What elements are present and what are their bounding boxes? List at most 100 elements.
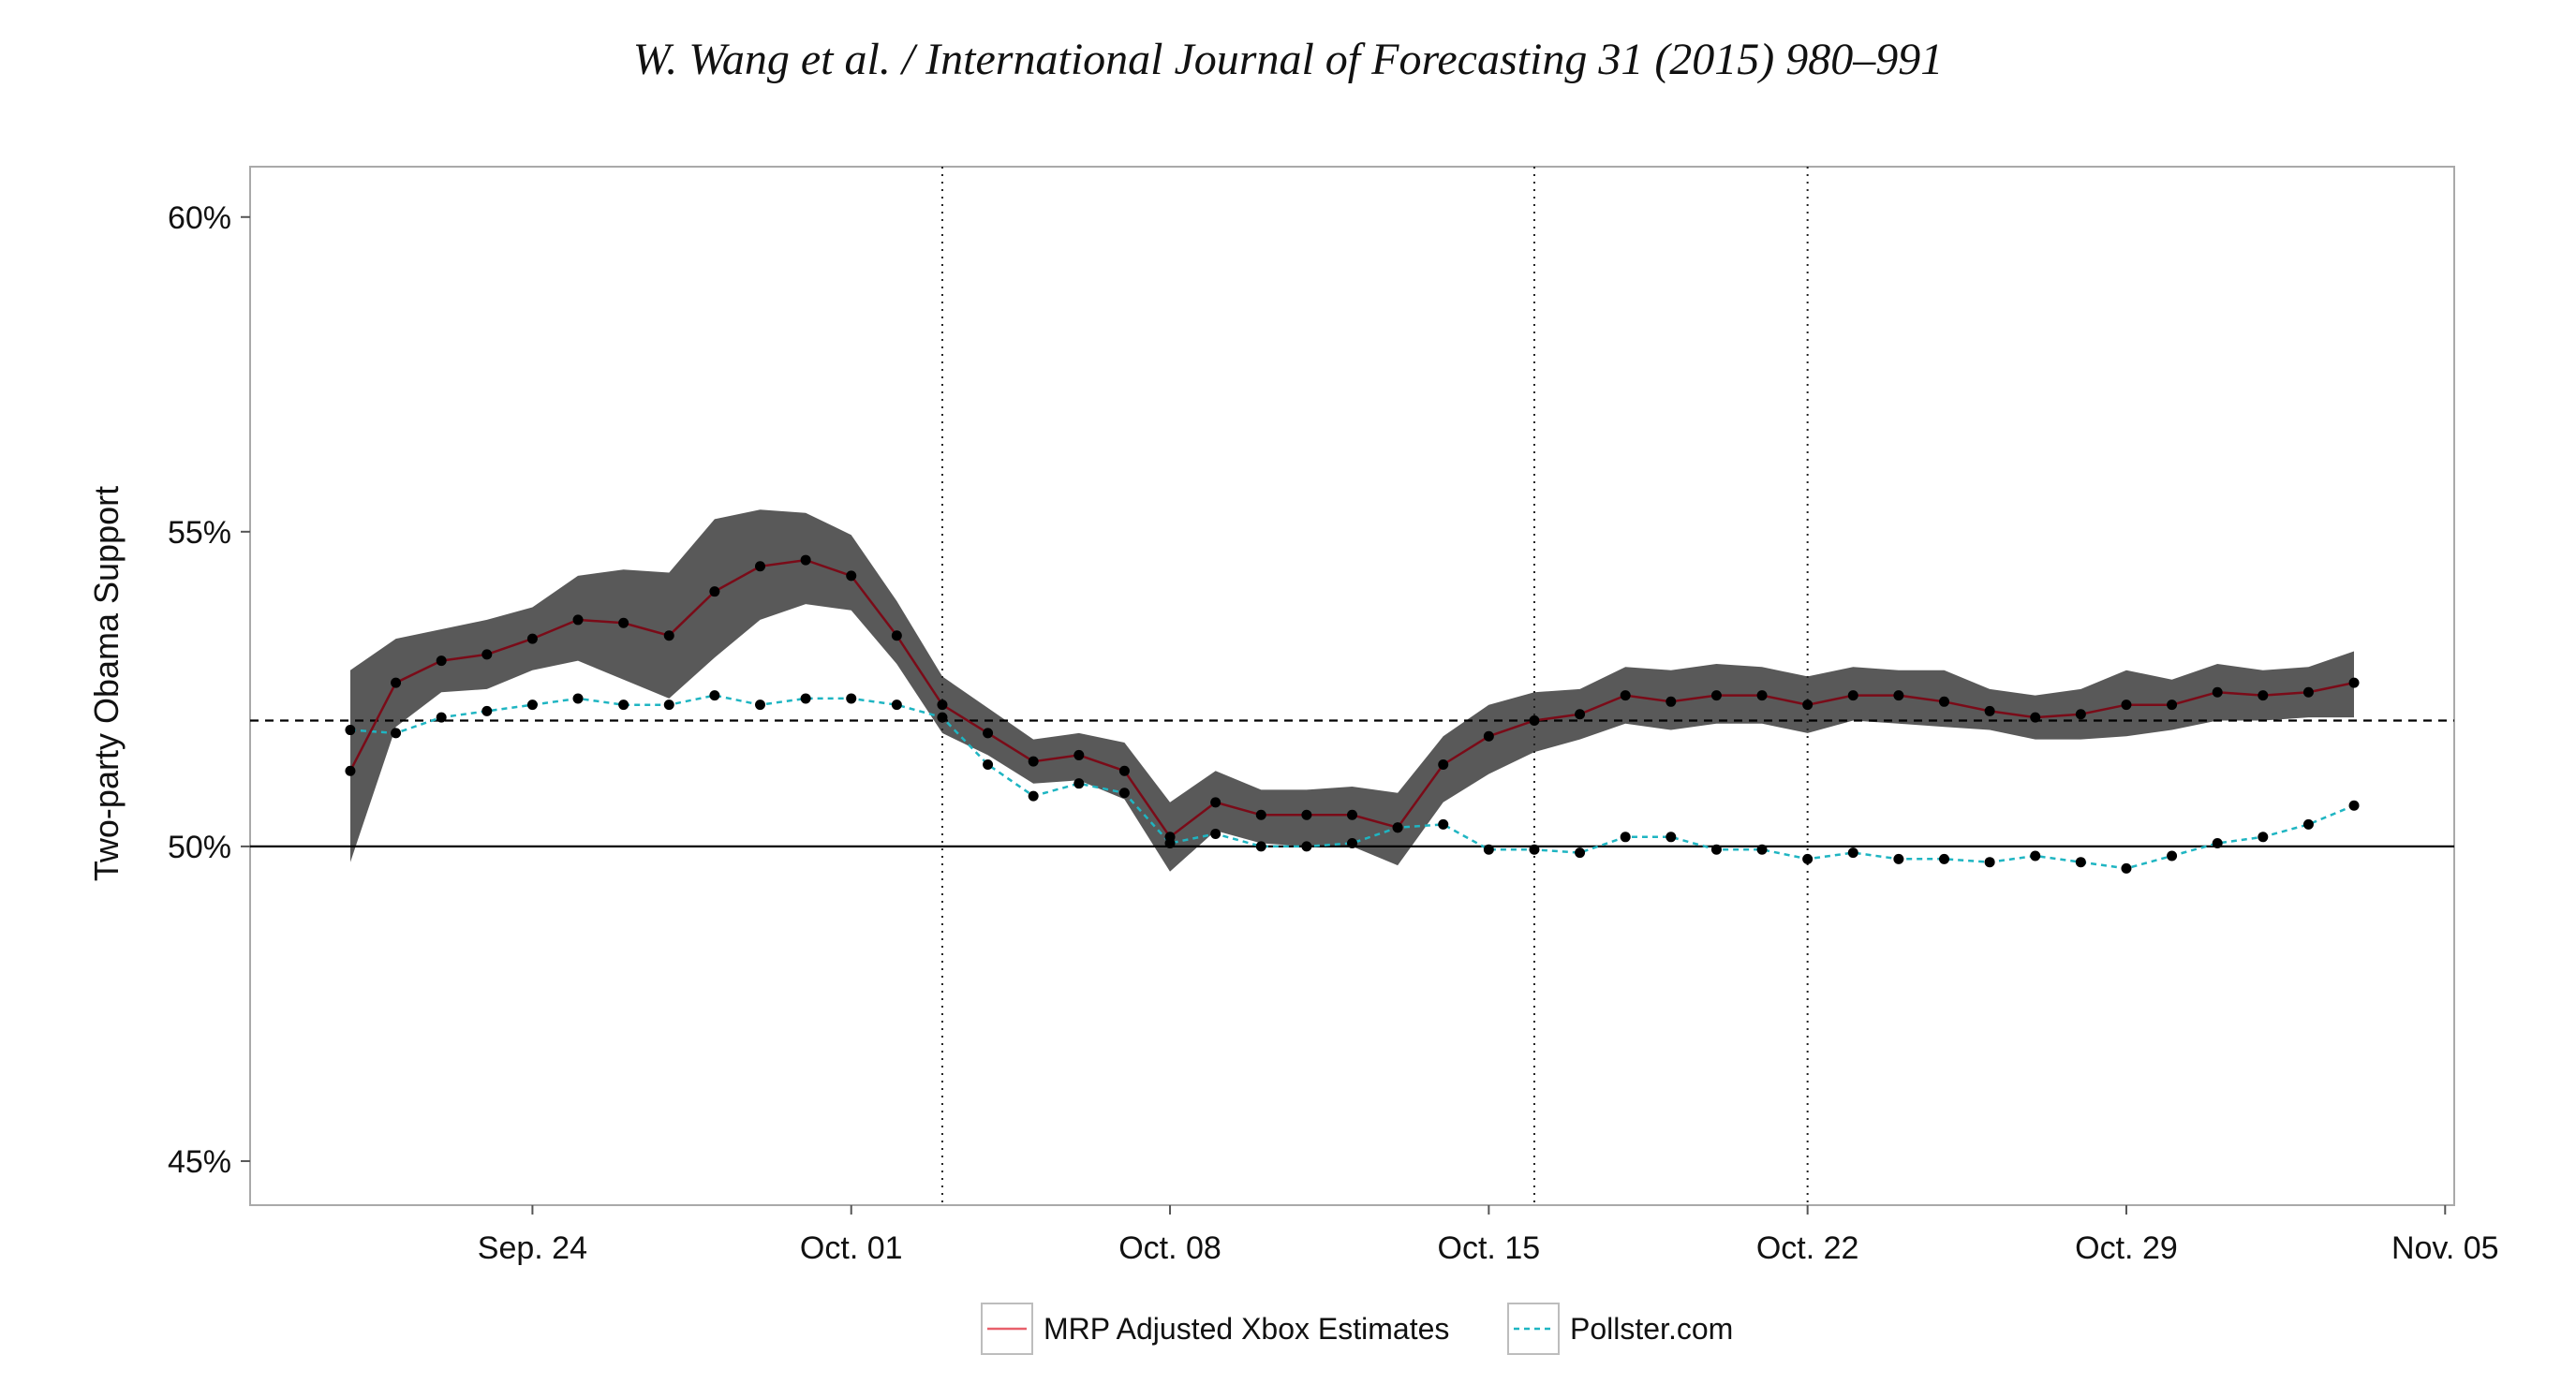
legend: MRP Adjusted Xbox Estimates Pollster.com [981,1303,1733,1355]
data-point-pollster [1666,832,1677,843]
x-tick-label: Oct. 29 [2075,1230,2178,1266]
data-point-mrp [618,617,629,628]
data-point-mrp [1666,696,1677,707]
data-point-pollster [572,693,584,704]
data-point-mrp [1529,714,1540,726]
data-point-mrp [846,570,857,582]
data-point-mrp [391,677,402,688]
data-point-pollster [618,700,629,711]
data-point-mrp [2348,677,2360,688]
data-point-pollster [800,693,811,704]
data-point-pollster [754,700,765,711]
data-point-mrp [2258,690,2269,701]
y-tick-label: 55% [168,515,231,551]
data-point-pollster [2121,862,2132,874]
data-point-mrp [1575,709,1586,720]
data-point-pollster [1802,853,1814,864]
series-line-pollster [349,694,2355,870]
y-tick-label: 60% [168,200,231,236]
legend-label-pollster: Pollster.com [1570,1312,1733,1346]
data-point-mrp [709,586,720,597]
plot-panel [249,166,2455,1206]
data-point-pollster [436,712,447,723]
data-point-mrp [1301,809,1312,820]
confidence-band-layer [350,509,2354,872]
y-tick-label: 50% [168,830,231,865]
data-point-mrp [1028,756,1039,767]
data-point-pollster [526,700,538,711]
data-point-mrp [1620,690,1631,701]
data-point-pollster [1847,847,1858,859]
data-point-pollster [937,712,948,723]
x-tick-label: Oct. 08 [1118,1230,1221,1266]
data-point-pollster [1118,788,1130,799]
confidence-band [350,509,2354,872]
page-header: W. Wang et al. / International Journal o… [632,35,1944,84]
x-tick-label: Nov. 05 [2391,1230,2499,1266]
data-point-mrp [891,630,902,641]
y-tick-label: 45% [168,1144,231,1180]
data-point-mrp [1118,765,1130,776]
data-point-mrp [983,728,994,739]
data-point-pollster [1483,844,1494,855]
data-point-mrp [663,630,674,641]
data-point-pollster [891,700,902,711]
data-point-pollster [2212,838,2223,849]
data-point-mrp [2302,686,2314,698]
data-point-pollster [1028,790,1039,802]
data-point-mrp [2030,712,2041,723]
data-point-mrp [1164,832,1176,843]
y-axis-title: Two-party Obama Support [87,486,126,881]
data-point-mrp [1392,822,1403,833]
data-point-mrp [937,700,948,711]
series-layer [345,554,2360,874]
x-tick-label: Oct. 22 [1756,1230,1859,1266]
data-point-mrp [1710,690,1722,701]
data-point-mrp [436,655,447,667]
data-point-mrp [2212,686,2223,698]
data-point-pollster [2348,800,2360,811]
data-point-mrp [1893,690,1904,701]
legend-label-mrp: MRP Adjusted Xbox Estimates [1044,1312,1449,1346]
data-point-mrp [1756,690,1768,701]
data-point-pollster [1575,847,1586,859]
data-point-pollster [1710,844,1722,855]
x-tick-label: Oct. 15 [1438,1230,1541,1266]
data-point-mrp [1802,700,1814,711]
data-point-pollster [1620,832,1631,843]
data-point-mrp [1347,809,1357,820]
data-point-pollster [1529,844,1540,855]
data-point-pollster [1210,828,1221,839]
data-point-mrp [2167,700,2178,711]
data-point-pollster [1939,853,1950,864]
x-tick-label: Oct. 01 [800,1230,903,1266]
data-point-pollster [1073,778,1085,789]
data-point-pollster [1984,857,1995,868]
data-point-mrp [754,561,765,572]
data-point-pollster [1756,844,1768,855]
data-point-pollster [983,759,994,771]
data-point-pollster [2302,818,2314,830]
data-point-mrp [1847,690,1858,701]
data-point-mrp [1255,809,1266,820]
x-tick-label: Sep. 24 [478,1230,587,1266]
data-point-pollster [663,700,674,711]
data-point-pollster [391,728,402,739]
data-point-mrp [2075,709,2086,720]
data-point-pollster [1255,841,1266,852]
data-point-pollster [2167,850,2178,861]
data-point-pollster [1301,841,1312,852]
data-point-mrp [1438,759,1449,771]
data-point-mrp [1984,705,1995,716]
plot-border [249,166,2455,1206]
data-point-mrp [1210,797,1221,808]
axes-layer: 45% 50% 55% 60% Sep. 24 Oct. 01 Oct. 08 Oct. 15… [168,200,2499,1266]
data-point-mrp [526,633,538,644]
data-point-pollster [1347,838,1357,849]
data-point-mrp [800,554,811,566]
data-point-mrp [1073,749,1085,760]
data-point-pollster [345,725,356,736]
data-point-pollster [481,705,493,716]
data-point-mrp [345,765,356,776]
